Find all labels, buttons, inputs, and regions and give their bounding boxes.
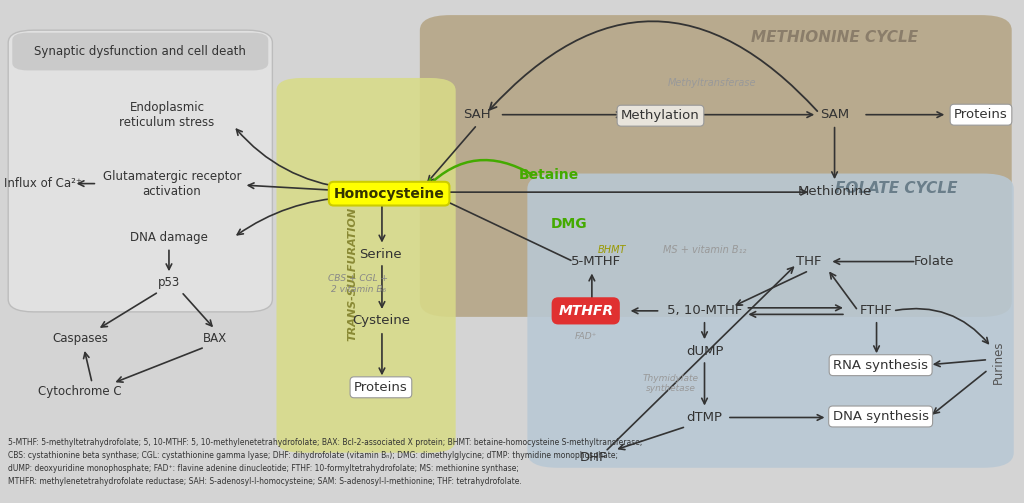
Text: Methylation: Methylation	[622, 109, 699, 122]
Text: Endoplasmic
reticulum stress: Endoplasmic reticulum stress	[119, 101, 215, 129]
Text: Thymidylate
synthetase: Thymidylate synthetase	[643, 374, 698, 393]
Text: 5, 10-MTHF: 5, 10-MTHF	[667, 304, 742, 317]
Text: 5-MTHF: 5-methyltetrahydrofolate; 5, 10-MTHF: 5, 10-methylenetetrahydrofolate; B: 5-MTHF: 5-methyltetrahydrofolate; 5, 10-…	[8, 438, 643, 486]
Text: SAH: SAH	[464, 108, 490, 121]
Text: THF: THF	[797, 255, 821, 268]
FancyBboxPatch shape	[527, 174, 1014, 468]
Text: FAD⁺: FAD⁺	[574, 331, 597, 341]
Text: DMG: DMG	[551, 217, 588, 231]
Text: Methyltransferase: Methyltransferase	[668, 78, 756, 88]
Text: Serine: Serine	[359, 247, 402, 261]
Text: BHMT: BHMT	[598, 245, 627, 256]
Text: dTMP: dTMP	[686, 411, 723, 424]
FancyBboxPatch shape	[276, 78, 456, 453]
Text: DNA damage: DNA damage	[130, 231, 208, 244]
Text: BAX: BAX	[203, 331, 227, 345]
Text: DHF: DHF	[581, 451, 607, 464]
Text: Glutamatergic receptor
activation: Glutamatergic receptor activation	[102, 170, 242, 198]
Text: Caspases: Caspases	[52, 331, 108, 345]
Text: Folate: Folate	[913, 255, 954, 268]
Text: TRANS-SULFURATION: TRANS-SULFURATION	[347, 207, 357, 341]
Text: 5-MTHF: 5-MTHF	[571, 255, 621, 268]
Text: FOLATE CYCLE: FOLATE CYCLE	[835, 181, 957, 196]
Text: Betaine: Betaine	[519, 168, 579, 182]
Text: Cytochrome C: Cytochrome C	[38, 385, 122, 398]
Text: Proteins: Proteins	[954, 108, 1008, 121]
Text: MS + vitamin B₁₂: MS + vitamin B₁₂	[663, 245, 746, 256]
FancyBboxPatch shape	[420, 15, 1012, 317]
Text: p53: p53	[158, 276, 180, 289]
Text: Cysteine: Cysteine	[352, 314, 410, 327]
Text: RNA synthesis: RNA synthesis	[834, 359, 928, 372]
Text: Proteins: Proteins	[354, 381, 408, 394]
Text: SAM: SAM	[820, 108, 849, 121]
Text: Purines: Purines	[992, 341, 1005, 384]
Text: Homocysteine: Homocysteine	[334, 187, 444, 201]
Text: dUMP: dUMP	[686, 345, 723, 358]
Text: Influx of Ca²⁺: Influx of Ca²⁺	[4, 177, 82, 190]
Text: CBS + CGL +
2 vitamin B₆: CBS + CGL + 2 vitamin B₆	[329, 275, 388, 294]
Text: Methionine: Methionine	[798, 185, 871, 198]
Text: MTHFR: MTHFR	[558, 304, 613, 318]
Text: FTHF: FTHF	[860, 304, 893, 317]
Text: Synaptic dysfunction and cell death: Synaptic dysfunction and cell death	[35, 45, 246, 58]
Text: DNA synthesis: DNA synthesis	[833, 410, 929, 423]
FancyBboxPatch shape	[8, 30, 272, 312]
Text: METHIONINE CYCLE: METHIONINE CYCLE	[751, 30, 919, 45]
FancyBboxPatch shape	[12, 33, 268, 70]
